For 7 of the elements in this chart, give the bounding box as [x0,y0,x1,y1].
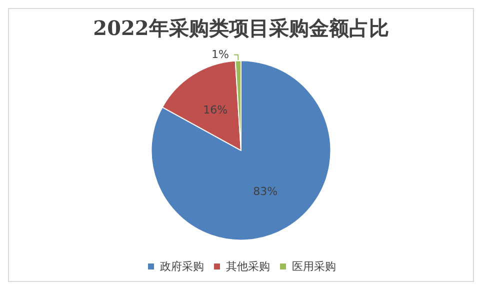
data-label: 83% [253,185,278,198]
legend-label: 政府采购 [160,260,204,273]
chart-title: 2022年采购类项目采购金额占比 [93,16,389,40]
data-label: 16% [203,104,228,117]
legend-label: 医用采购 [292,260,336,273]
legend-label: 其他采购 [226,260,270,273]
data-label: 1% [212,48,229,62]
